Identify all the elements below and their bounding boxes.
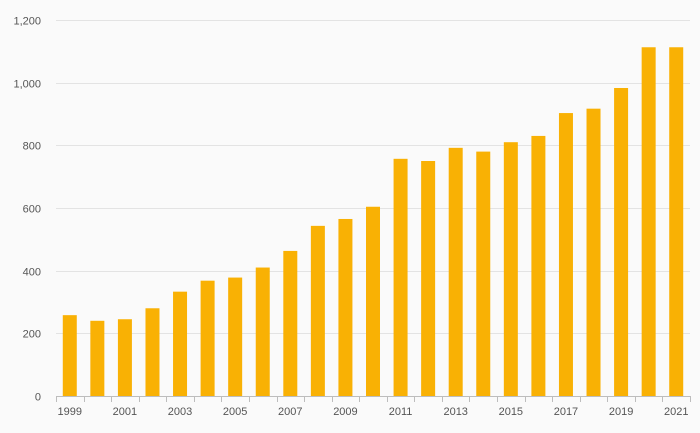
y-tick-label: 1,200 bbox=[13, 16, 41, 28]
axes bbox=[56, 396, 691, 402]
bar-2015 bbox=[503, 142, 518, 396]
bar-2012 bbox=[421, 161, 436, 396]
y-axis-ticks: 0 200 400 600 800 1,000 1,200 bbox=[13, 16, 41, 404]
bar-2000 bbox=[90, 320, 105, 396]
y-tick-label: 200 bbox=[23, 329, 41, 341]
x-tick-label: 2021 bbox=[664, 406, 688, 418]
bar-2001 bbox=[117, 319, 132, 396]
x-tick-label: 2001 bbox=[113, 406, 137, 418]
y-tick-label: 0 bbox=[35, 392, 41, 404]
x-tick-label: 2003 bbox=[168, 406, 192, 418]
bar-2018 bbox=[586, 108, 601, 397]
bar-2006 bbox=[255, 267, 270, 396]
bar-2003 bbox=[173, 291, 188, 396]
bar-2019 bbox=[614, 87, 629, 397]
x-tick-label: 2005 bbox=[223, 406, 247, 418]
bar-2005 bbox=[228, 277, 243, 396]
bar-2014 bbox=[476, 151, 491, 396]
y-tick-label: 800 bbox=[23, 141, 41, 153]
bar-2013 bbox=[448, 147, 463, 396]
bar-2011 bbox=[393, 158, 408, 396]
x-tick-label: 2017 bbox=[554, 406, 578, 418]
x-tick-label: 1999 bbox=[58, 406, 82, 418]
x-tick-label: 2007 bbox=[278, 406, 302, 418]
y-tick-label: 1,000 bbox=[13, 79, 41, 91]
bar-2010 bbox=[366, 206, 380, 396]
bar-2002 bbox=[145, 308, 160, 396]
y-tick-label: 600 bbox=[23, 204, 41, 216]
y-tick-label: 400 bbox=[23, 267, 41, 279]
bar-2021 bbox=[669, 47, 684, 396]
bars bbox=[62, 47, 684, 397]
x-tick-label: 2009 bbox=[333, 406, 357, 418]
bar-2004 bbox=[200, 280, 215, 396]
bar-2007 bbox=[283, 250, 298, 396]
bar-2016 bbox=[531, 135, 546, 396]
x-tick-label: 2015 bbox=[499, 406, 523, 418]
x-tick-label: 2011 bbox=[389, 406, 413, 418]
x-tick-label: 2013 bbox=[443, 406, 467, 418]
x-axis-ticks: 1999 2001 2003 2005 2007 2009 2011 2013 2015 2017… bbox=[58, 406, 689, 418]
bar-2008 bbox=[310, 225, 325, 396]
bar-2020 bbox=[641, 47, 656, 396]
x-tick-label: 2019 bbox=[609, 406, 633, 418]
bar-2017 bbox=[558, 113, 573, 396]
bar-1999 bbox=[62, 315, 77, 396]
bar-2009 bbox=[338, 218, 353, 396]
